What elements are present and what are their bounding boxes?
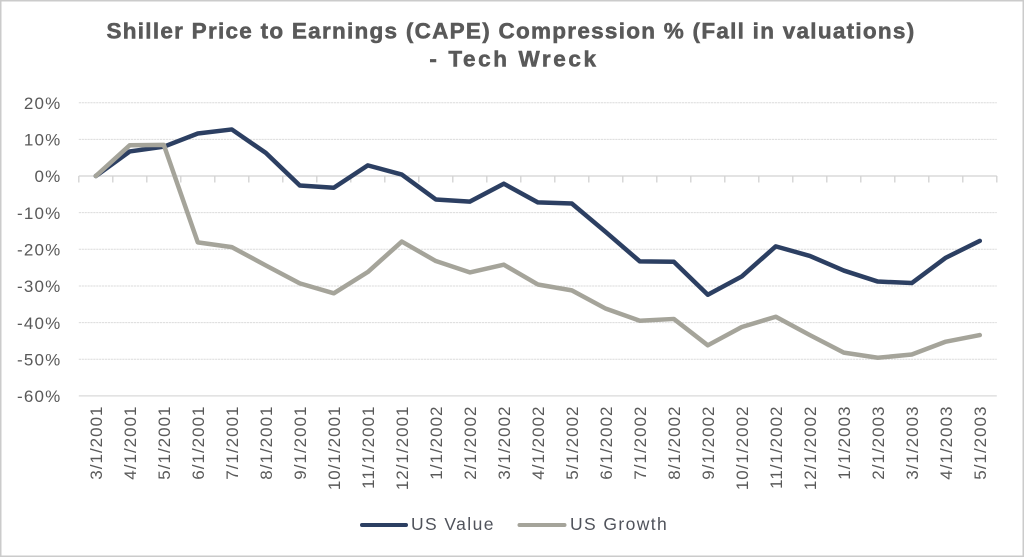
svg-text:5/1/2003: 5/1/2003 [971,406,990,480]
svg-text:7/1/2002: 7/1/2002 [631,406,650,480]
svg-text:8/1/2001: 8/1/2001 [257,406,276,480]
svg-text:-40%: -40% [17,314,62,333]
svg-text:3/1/2001: 3/1/2001 [87,406,106,480]
svg-text:-10%: -10% [17,204,62,223]
svg-text:0%: 0% [35,167,62,186]
svg-text:3/1/2002: 3/1/2002 [495,406,514,480]
svg-text:-30%: -30% [17,277,62,296]
svg-text:11/1/2001: 11/1/2001 [359,406,378,489]
svg-text:9/1/2002: 9/1/2002 [699,406,718,480]
svg-text:1/1/2003: 1/1/2003 [835,406,854,480]
svg-text:US Growth: US Growth [570,514,668,534]
svg-text:4/1/2002: 4/1/2002 [529,406,548,480]
svg-text:8/1/2002: 8/1/2002 [665,406,684,480]
svg-text:12/1/2002: 12/1/2002 [801,406,820,491]
svg-text:- Tech Wreck: - Tech Wreck [429,47,598,72]
svg-text:-50%: -50% [17,350,62,369]
svg-text:9/1/2001: 9/1/2001 [291,406,310,480]
svg-text:10%: 10% [24,131,62,150]
svg-text:4/1/2003: 4/1/2003 [937,406,956,480]
svg-text:10/1/2001: 10/1/2001 [325,406,344,491]
svg-text:1/1/2002: 1/1/2002 [427,406,446,480]
svg-text:Shiller Price to Earnings (CAP: Shiller Price to Earnings (CAPE) Compres… [107,19,916,44]
svg-text:2/1/2002: 2/1/2002 [461,406,480,480]
svg-text:7/1/2001: 7/1/2001 [223,406,242,480]
svg-text:5/1/2001: 5/1/2001 [155,406,174,480]
svg-text:6/1/2002: 6/1/2002 [597,406,616,480]
svg-text:4/1/2001: 4/1/2001 [121,406,140,480]
svg-text:6/1/2001: 6/1/2001 [189,406,208,480]
svg-text:-60%: -60% [17,387,62,406]
svg-text:2/1/2003: 2/1/2003 [869,406,888,480]
svg-text:12/1/2001: 12/1/2001 [393,406,412,491]
svg-text:-20%: -20% [17,241,62,260]
svg-text:3/1/2003: 3/1/2003 [903,406,922,480]
svg-text:10/1/2002: 10/1/2002 [733,406,752,491]
svg-text:5/1/2002: 5/1/2002 [563,406,582,480]
svg-text:20%: 20% [24,94,62,113]
svg-text:11/1/2002: 11/1/2002 [767,406,786,489]
svg-text:US Value: US Value [411,514,495,534]
